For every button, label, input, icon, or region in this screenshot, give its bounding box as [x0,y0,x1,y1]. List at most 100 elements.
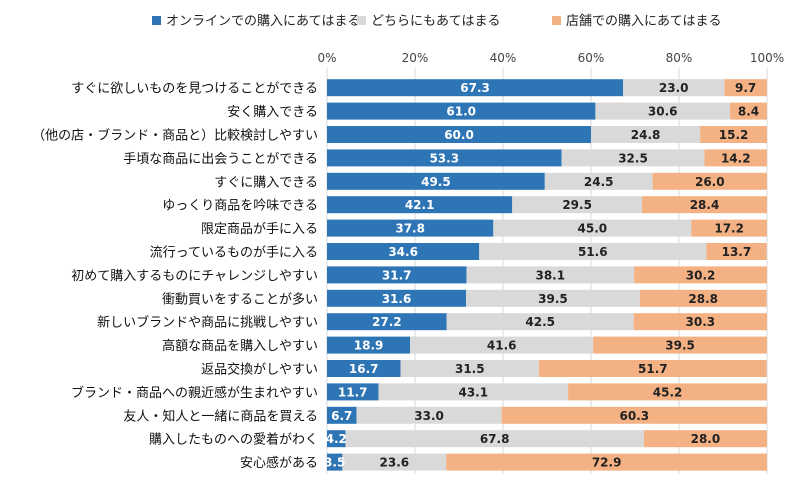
data-label: 24.5 [584,175,614,189]
bar-segment [327,243,480,260]
bar-segment [327,406,357,424]
bar-segment [593,336,767,354]
data-label: 32.5 [618,151,648,165]
legend: オンラインでの購入にあてはまる どちらにもあてはまる 店舗での購入にあてはまる [152,14,721,29]
bar-segment [327,79,624,97]
data-label: 27.2 [372,315,402,329]
data-label: 67.8 [480,432,510,446]
legend-label-2: どちらにもあてはまる [371,14,500,29]
bar-segment [706,243,767,260]
data-label: 60.3 [620,409,650,423]
x-tick-label: 40% [490,51,517,65]
bar-segment [643,430,767,448]
category-label: （他の店・ブランド・商品と）比較検討しやすい [32,128,318,144]
bar-segment [466,289,640,307]
bar-segment [327,219,494,237]
data-label: 60.0 [444,128,474,142]
data-label: 42.5 [525,315,555,329]
category-label: 限定商品が手に入る [201,222,318,237]
category-label: 安く購入できる [227,105,318,120]
legend-label-1: オンラインでの購入にあてはまる [166,14,360,29]
category-label: ゆっくり商品を吟味できる [162,198,318,214]
legend-swatch-1 [152,16,161,25]
data-label: 3.5 [324,456,345,470]
bar-segment [327,102,596,120]
bar-segment [595,102,731,120]
x-tick-label: 100% [750,51,784,65]
data-label: 45.2 [653,385,683,399]
data-label: 18.9 [354,339,384,353]
x-axis-ticks: 0% 20% 40% 60% 80% 100% [317,51,784,65]
data-label: 49.5 [421,175,451,189]
legend-swatch-3 [552,16,561,25]
bar-segment [327,336,411,354]
legend-swatch-2 [357,16,366,25]
bar-segment [639,289,767,307]
data-label: 30.3 [686,315,716,329]
data-label: 17.2 [714,222,744,236]
data-label: 51.6 [578,245,608,259]
data-label: 11.7 [338,385,368,399]
bar-segment [544,172,653,190]
data-label: 23.0 [659,81,689,95]
x-tick-label: 80% [666,51,693,65]
category-label: 初めて購入するものにチャレンジしやすい [71,269,318,284]
bar-segment [691,219,767,237]
data-label: 30.2 [686,268,716,282]
bar-segment [466,266,635,284]
bar-segment [479,243,707,260]
bar-segment [493,219,692,237]
data-label: 30.6 [648,105,678,119]
legend-label-3: 店舗での購入にあてはまる [566,14,721,29]
bar-segment [356,406,502,424]
data-label: 37.8 [395,222,425,236]
data-label: 26.0 [695,175,725,189]
bar-segment [345,430,644,448]
data-label: 8.4 [738,105,759,119]
data-label: 61.0 [446,105,476,119]
data-label: 24.8 [631,128,661,142]
category-label: 高額な商品を購入しやすい [162,338,318,354]
bar-segment [512,196,643,214]
bar-segment [378,383,569,401]
bar-segment [410,336,594,354]
bar-segment [730,102,767,120]
bar-segment [561,149,705,167]
bar-segment [327,289,467,307]
data-label: 43.1 [458,385,488,399]
bar-segment [327,360,401,377]
bar-segment [327,383,379,401]
data-label: 45.0 [578,222,608,236]
data-label: 23.6 [380,456,410,470]
data-label: 28.8 [688,292,718,306]
bar-segment [633,313,767,331]
bar-segment [568,383,767,401]
data-label: 72.9 [592,456,622,470]
category-label: 購入したものへの愛着がわく [149,432,318,448]
data-label: 31.5 [455,362,485,376]
data-label: 13.7 [722,245,752,259]
category-label: ブランド・商品への親近感が生まれやすい [71,385,318,401]
data-label: 31.6 [382,292,412,306]
category-label: 衝動買いをすることが多い [162,291,318,307]
bar-segment [327,196,513,214]
data-label: 42.1 [405,198,435,212]
bar-segment [623,79,725,97]
category-label: 手頃な商品に出会うことができる [123,152,318,167]
x-tick-label: 20% [402,51,429,65]
x-tick-label: 0% [317,51,336,65]
x-tick-label: 60% [578,51,605,65]
data-label: 33.0 [414,409,444,423]
data-label: 53.3 [429,151,459,165]
bar-segment [704,149,767,167]
bar-segment [327,172,545,190]
data-label: 31.7 [382,268,412,282]
data-label: 28.0 [691,432,721,446]
data-label: 51.7 [638,362,668,376]
category-label: 安心感がある [240,455,318,471]
bar-segment [400,360,540,377]
data-label: 41.6 [487,339,517,353]
bar-segment [327,266,467,284]
category-label: 新しいブランドや商品に挑戦しやすい [97,315,318,331]
